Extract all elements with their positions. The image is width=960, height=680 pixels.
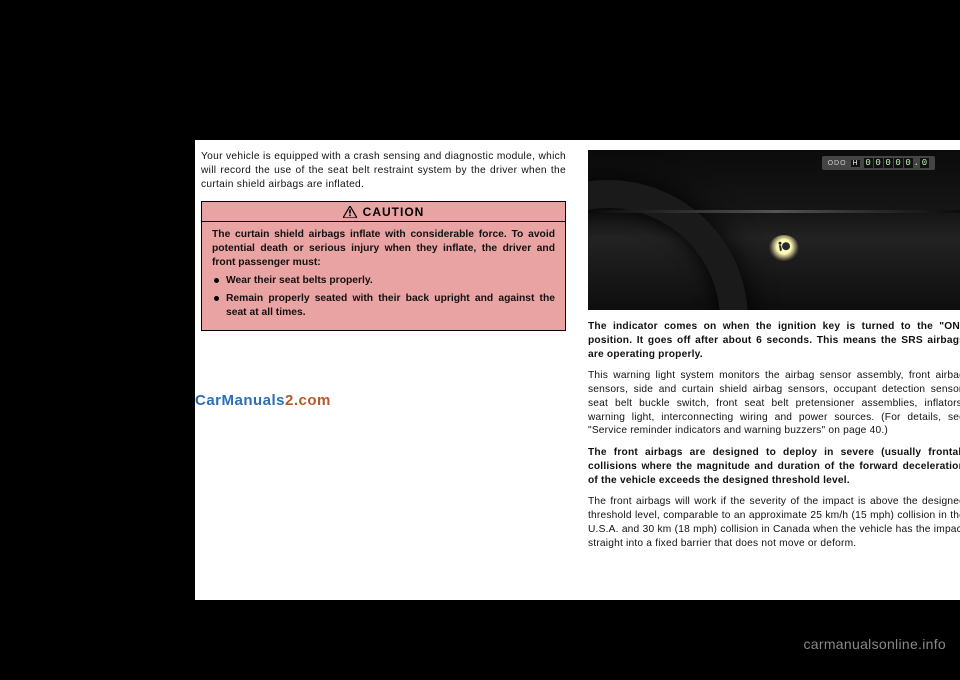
odo-digit: 0 [874, 158, 883, 168]
right-column: ODO H 0 0 0 0 0 . 0 Th [580, 150, 960, 590]
manual-page: Your vehicle is equipped with a crash se… [195, 140, 960, 600]
monitor-paragraph: This warning light system monitors the a… [588, 369, 960, 438]
caution-box: CAUTION The curtain shield airbags infla… [201, 201, 566, 330]
caution-bullet: Remain properly seated with their back u… [212, 292, 555, 320]
footer-watermark: carmanualsonline.info [804, 636, 947, 652]
dashboard-photo: ODO H 0 0 0 0 0 . 0 [588, 150, 960, 310]
caution-bullet: Wear their seat belts properly. [212, 274, 555, 288]
odo-digits: 0 0 0 0 0 . 0 [864, 158, 929, 168]
caution-title: CAUTION [363, 205, 425, 219]
left-column: Your vehicle is equipped with a crash se… [195, 150, 580, 590]
airbag-icon [776, 239, 792, 255]
odo-label: ODO [828, 160, 847, 167]
odo-dot: . [914, 158, 919, 168]
steering-wheel [588, 180, 748, 310]
odo-digit: 0 [884, 158, 893, 168]
warning-triangle-icon [343, 206, 357, 218]
odo-badge: H [851, 160, 860, 167]
watermark-part1: CarManuals [195, 392, 285, 409]
odo-digit: 0 [904, 158, 913, 168]
airbag-warning-lamp [769, 235, 799, 261]
deploy-paragraph: The front airbags are designed to deploy… [588, 446, 960, 487]
watermark-overlay: CarManuals2.com [195, 392, 331, 409]
caution-header: CAUTION [202, 202, 565, 222]
odometer: ODO H 0 0 0 0 0 . 0 [822, 156, 935, 170]
watermark-part2: 2.com [285, 392, 331, 409]
caution-paragraph: The curtain shield airbags inflate with … [212, 228, 555, 270]
odo-digit: 0 [920, 158, 929, 168]
indicator-paragraph: The indicator comes on when the ignition… [588, 320, 960, 361]
intro-paragraph: Your vehicle is equipped with a crash se… [201, 150, 566, 191]
dash-trim-line [588, 210, 960, 213]
odo-digit: 0 [864, 158, 873, 168]
caution-body: The curtain shield airbags inflate with … [202, 222, 565, 329]
odo-digit: 0 [894, 158, 903, 168]
threshold-paragraph: The front airbags will work if the sever… [588, 495, 960, 550]
